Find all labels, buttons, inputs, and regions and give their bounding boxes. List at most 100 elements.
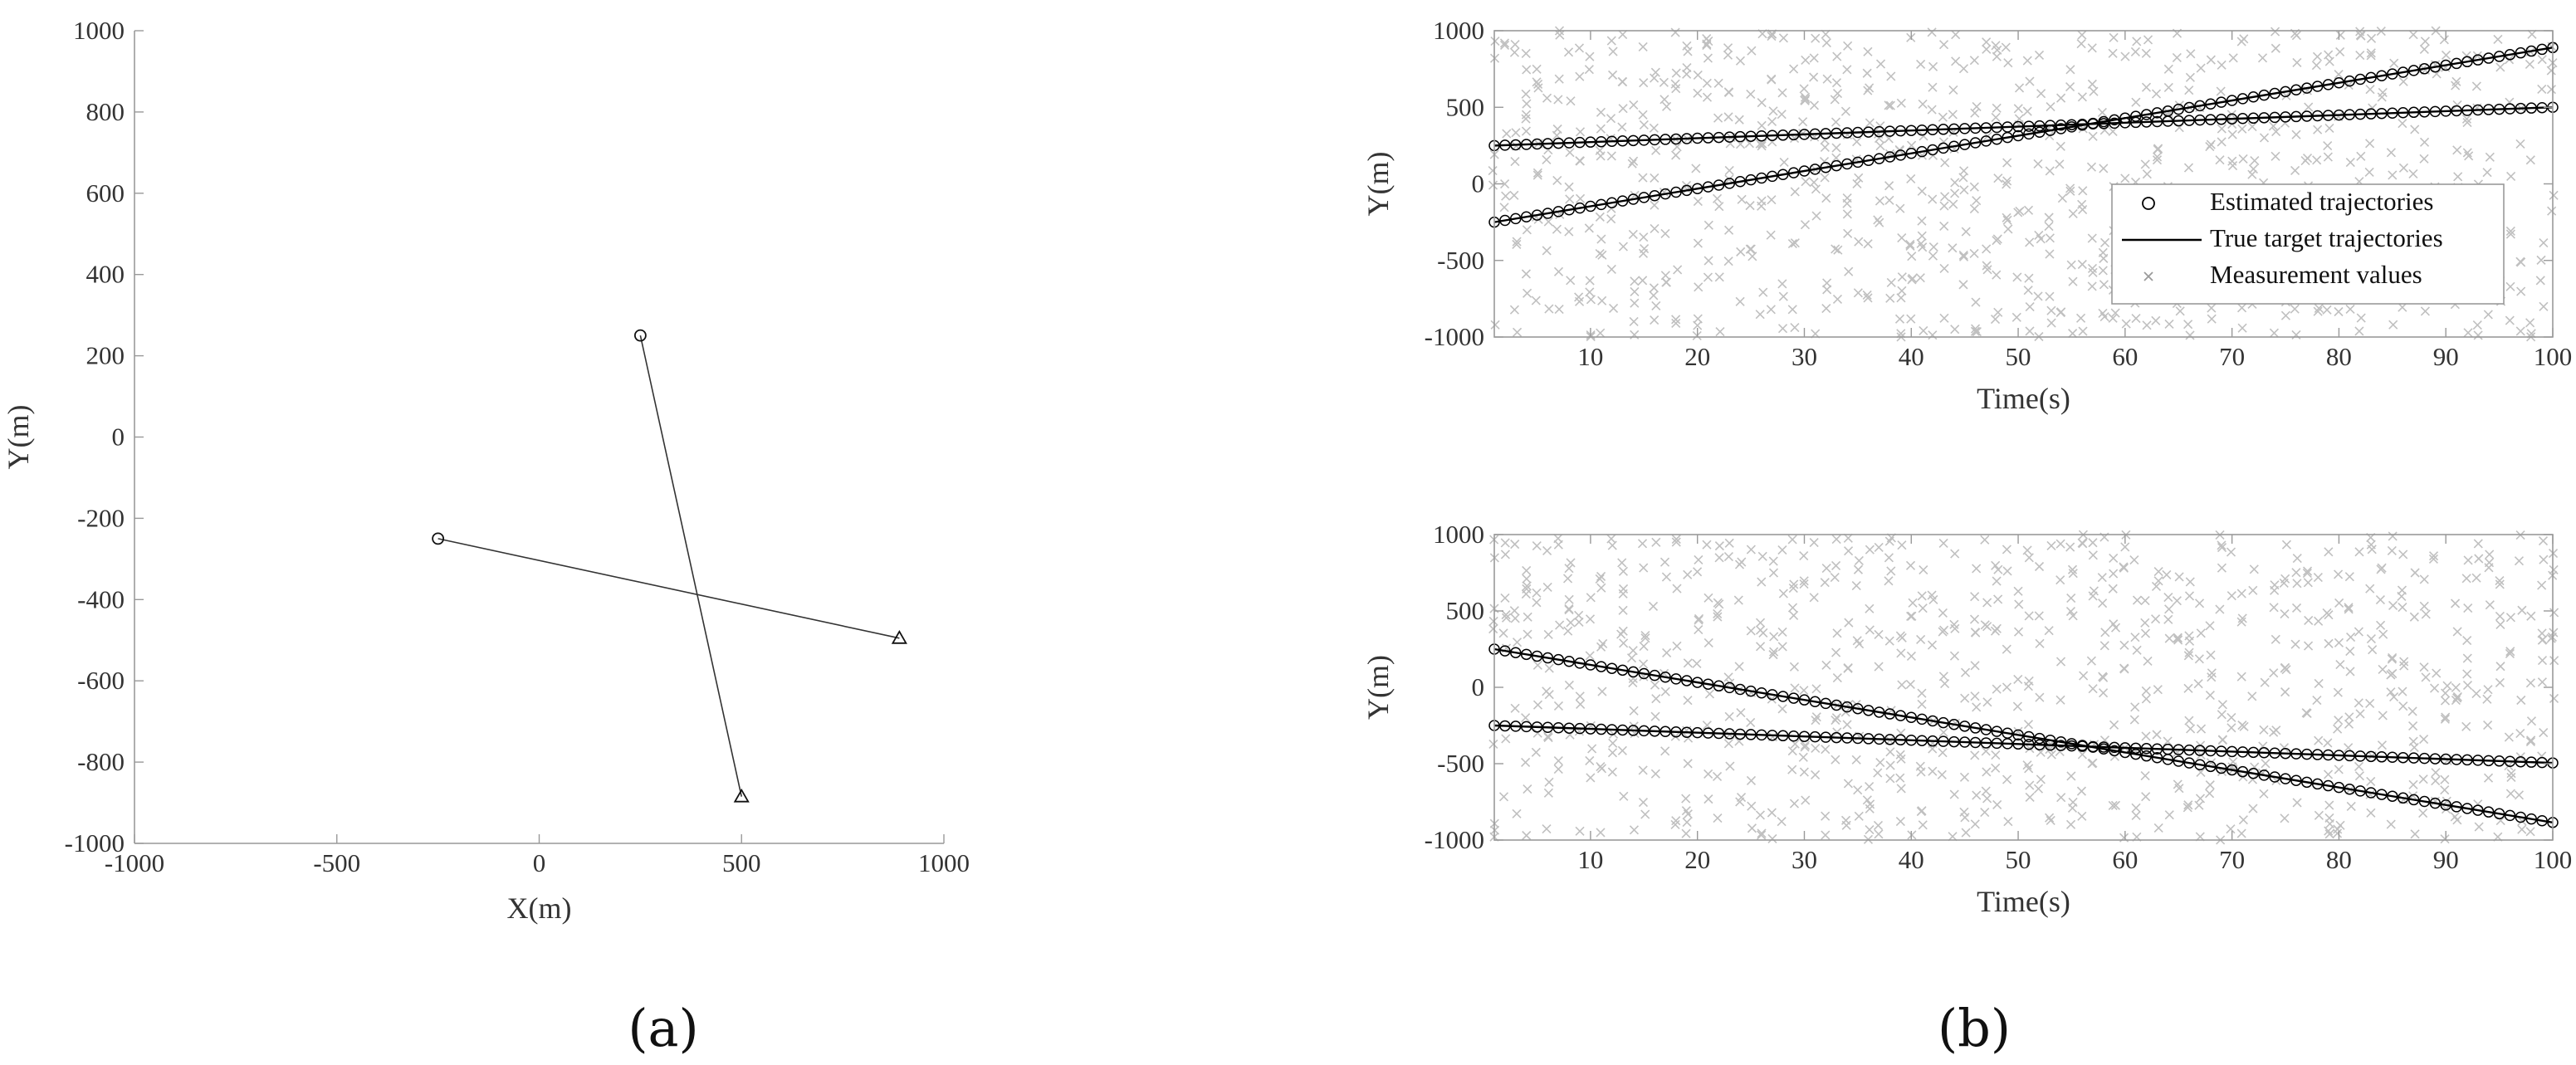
measurement-mark (1608, 303, 1619, 314)
measurement-mark (2505, 281, 2515, 291)
measurement-mark (2505, 315, 2515, 325)
measurement-mark (1500, 593, 1510, 603)
measurement-mark (2441, 712, 2451, 722)
measurement-mark (1894, 314, 1905, 324)
estimate-point (1852, 732, 1864, 745)
estimate-point (2376, 751, 2388, 763)
estimate-point (1702, 678, 1714, 690)
measurement-mark (2087, 43, 2097, 53)
measurement-mark (2185, 330, 2195, 340)
measurement-mark (2398, 686, 2407, 696)
estimate-point (1938, 735, 1949, 747)
estimate-point (1894, 149, 1907, 161)
measurement-mark (2068, 797, 2078, 808)
estimate-point (2290, 748, 2302, 760)
measurement-mark (2506, 772, 2516, 782)
y-tick-label: 400 (86, 260, 125, 289)
measurement-mark (2247, 169, 2257, 179)
measurement-mark (1512, 809, 1522, 818)
measurement-mark (1734, 662, 1744, 672)
measurement-mark (2205, 621, 2215, 631)
measurement-mark (2388, 600, 2398, 611)
measurement-mark (1747, 801, 1757, 811)
measurement-mark (1521, 110, 1532, 120)
estimate-point (2354, 785, 2366, 797)
measurement-mark (1969, 203, 1979, 214)
measurement-mark (1842, 209, 1852, 219)
measurement-mark (2525, 59, 2534, 69)
measurement-mark (2217, 60, 2227, 70)
estimate-point (1841, 127, 1853, 139)
measurement-mark (1820, 142, 1830, 152)
measurement-mark (1627, 159, 1637, 169)
estimate-point (2451, 57, 2462, 70)
measurement-mark (1992, 51, 2002, 61)
measurement-mark (1787, 535, 1797, 545)
measurement-mark (2046, 318, 2056, 328)
measurement-mark (2354, 326, 2364, 336)
estimate-point (2493, 808, 2505, 820)
measurement-mark (1501, 191, 1511, 201)
measurement-mark (2153, 685, 2163, 695)
measurement-mark (1523, 288, 1532, 298)
measurement-mark (2141, 82, 2152, 92)
measurement-mark (2472, 51, 2482, 61)
measurement-mark (2312, 155, 2322, 165)
measurement-mark (1928, 150, 1938, 160)
legend-measurement-marker (2143, 271, 2153, 281)
measurement-mark (2065, 606, 2076, 617)
measurement-mark (1927, 105, 1937, 115)
estimate-point (2429, 753, 2442, 765)
measurement-mark (2002, 682, 2012, 692)
measurement-mark (1566, 558, 1576, 568)
measurement-mark (2539, 237, 2549, 248)
measurement-mark (1972, 196, 1982, 206)
estimate-point (1841, 158, 1853, 170)
measurement-mark (2227, 156, 2237, 166)
estimate-point (2109, 745, 2120, 757)
measurement-mark (1916, 238, 1926, 249)
measurement-mark (2086, 656, 2096, 666)
measurement-mark (1906, 651, 1916, 662)
measurement-mark (2065, 65, 2075, 75)
estimate-point (1980, 135, 1992, 147)
measurement-mark (2185, 72, 2195, 82)
measurement-mark (1897, 272, 1907, 282)
measurement-mark (1746, 775, 1757, 785)
estimate-point (2247, 746, 2260, 759)
measurement-mark (2194, 598, 2205, 608)
estimate-point (1723, 178, 1736, 189)
measurement-mark (1629, 156, 1639, 166)
measurement-mark (1555, 620, 1565, 630)
measurement-mark (1790, 238, 1800, 248)
measurement-mark (1958, 173, 1968, 183)
measurement-mark (2462, 635, 2472, 646)
measurement-mark (2270, 43, 2280, 53)
measurement-mark (1757, 98, 1767, 108)
estimate-point (2461, 803, 2473, 814)
estimate-point (1659, 134, 1671, 145)
measurement-mark (2108, 126, 2118, 136)
measurement-mark (2365, 85, 2375, 95)
measurement-mark (1787, 239, 1797, 249)
measurement-mark (2300, 155, 2310, 166)
estimate-point (2354, 750, 2366, 762)
estimate-point (1531, 138, 1543, 150)
estimate-point (2429, 797, 2442, 809)
measurement-mark (2291, 31, 2301, 41)
x-tick-label: 30 (1791, 845, 1817, 874)
estimate-point (1938, 716, 1949, 729)
measurement-mark (2462, 653, 2472, 663)
measurement-mark (1896, 784, 1906, 794)
measurement-mark (2068, 329, 2078, 339)
estimate-point (2055, 740, 2067, 751)
measurement-mark (2024, 676, 2034, 686)
measurement-mark (1488, 739, 1498, 750)
measurement-mark (2046, 815, 2055, 826)
y-tick-label: 800 (86, 97, 125, 126)
measurement-mark (1982, 261, 1992, 271)
measurement-mark (2163, 736, 2173, 746)
estimate-point (2109, 114, 2120, 126)
estimate-point (1991, 725, 2003, 737)
x-tick-label: 90 (2433, 845, 2459, 874)
